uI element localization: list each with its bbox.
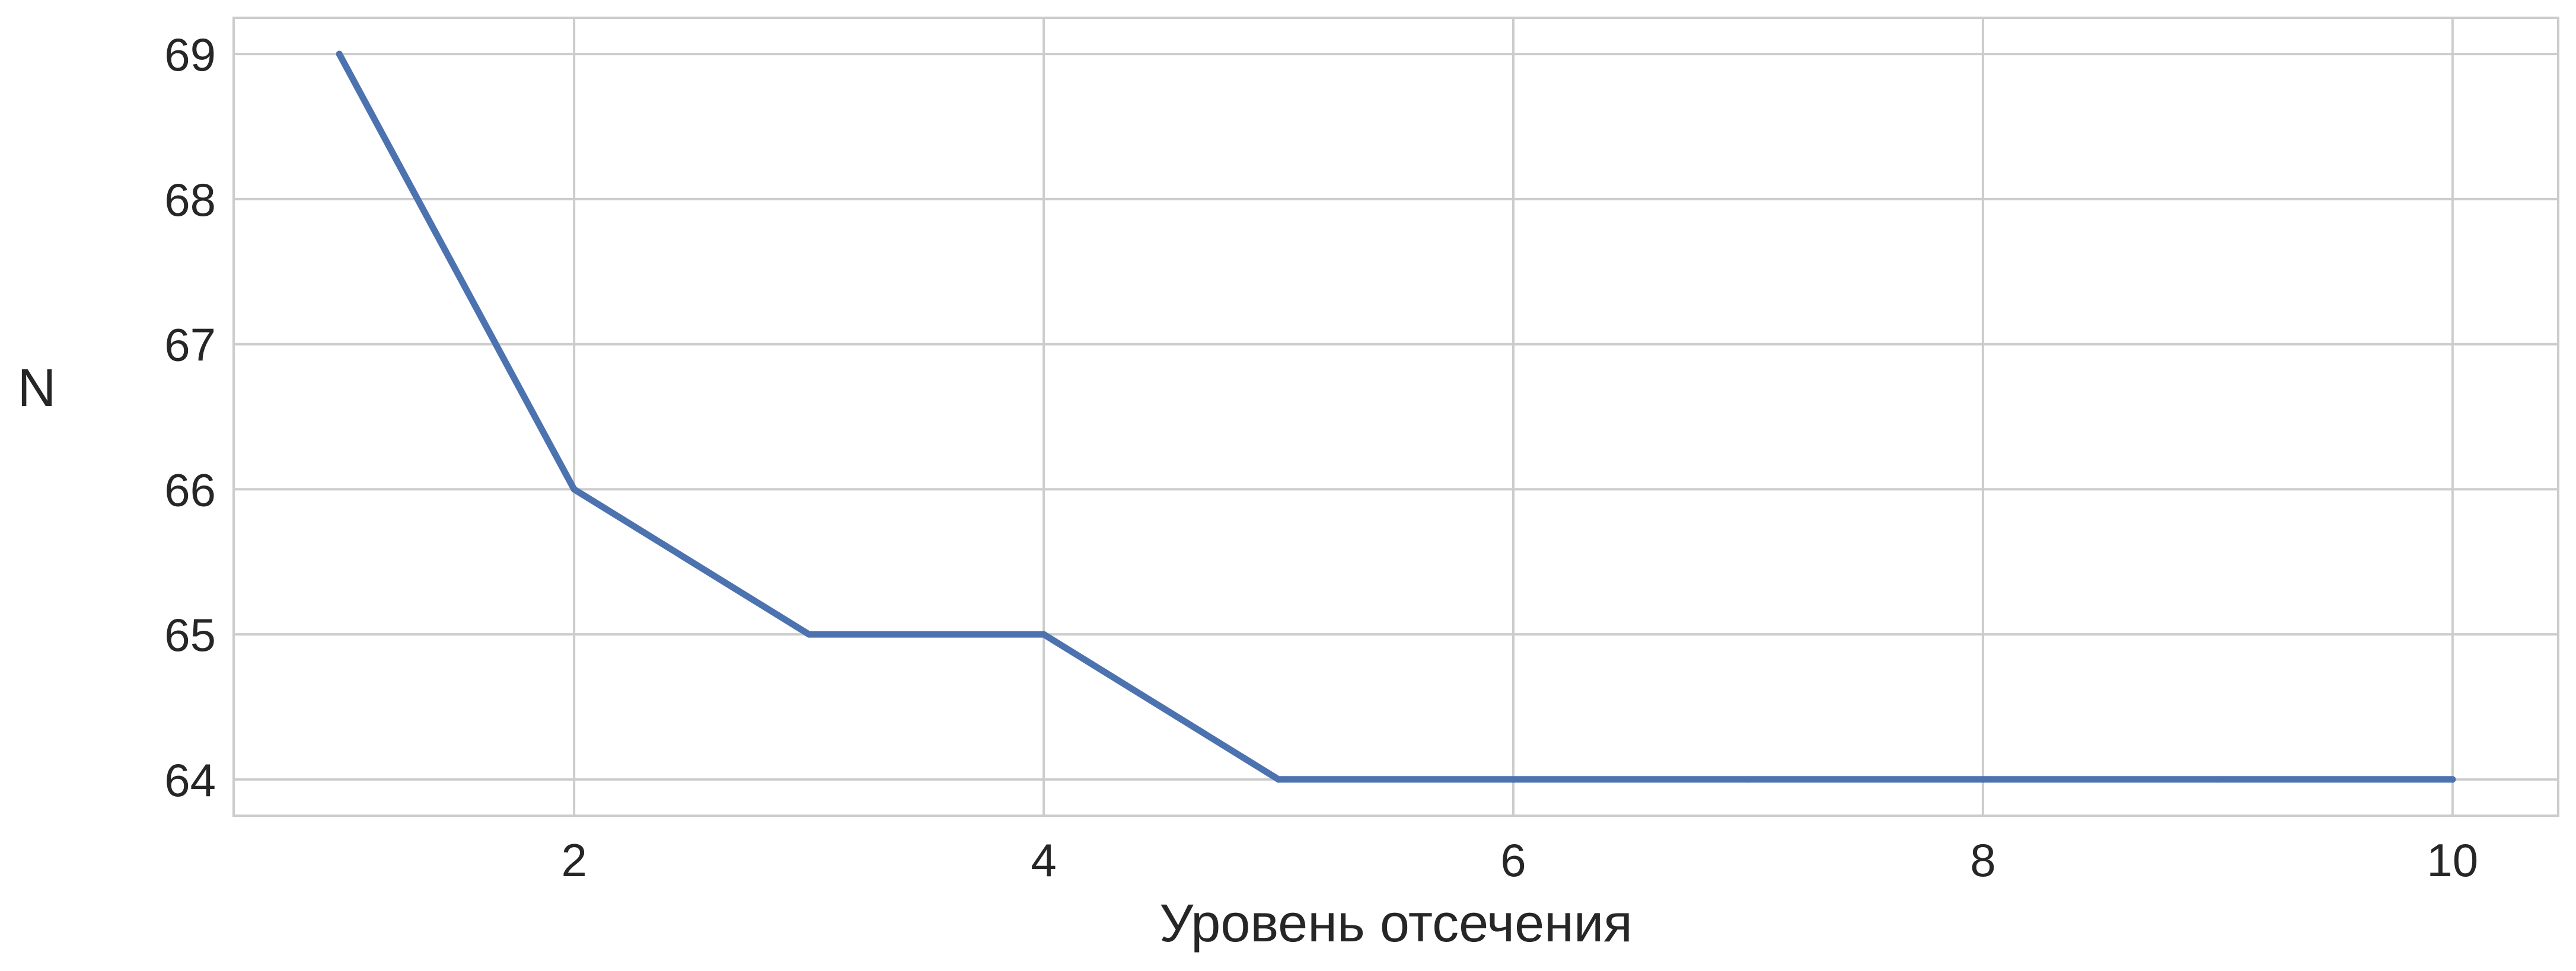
y-tick-label: 67 xyxy=(164,319,216,371)
data-point xyxy=(570,486,578,493)
y-tick-label: 69 xyxy=(164,28,216,81)
x-tick-label: 2 xyxy=(561,834,586,886)
data-point xyxy=(1745,776,1752,783)
data-point xyxy=(1275,776,1282,783)
y-axis-title: N xyxy=(18,359,56,418)
y-tick-label: 66 xyxy=(164,464,216,516)
grid-lines xyxy=(234,18,2558,816)
plot-frame xyxy=(232,17,2559,817)
data-point xyxy=(336,50,343,58)
x-tick-label: 8 xyxy=(1970,834,1995,886)
x-tick-label: 10 xyxy=(2427,834,2478,886)
y-tick-label: 64 xyxy=(164,754,216,806)
data-point xyxy=(2214,776,2221,783)
data-point xyxy=(2449,776,2456,783)
series-line xyxy=(336,50,2456,783)
y-tick-label: 65 xyxy=(164,609,216,661)
x-tick-label: 6 xyxy=(1500,834,1526,886)
data-point xyxy=(1040,631,1047,638)
x-axis-title: Уровень отсечения xyxy=(1159,894,1633,953)
data-point xyxy=(1510,776,1517,783)
series-layer xyxy=(336,50,2456,783)
data-point xyxy=(805,631,812,638)
data-point xyxy=(1979,776,1987,783)
x-tick-label: 4 xyxy=(1031,834,1056,886)
y-tick-label: 68 xyxy=(164,174,216,226)
